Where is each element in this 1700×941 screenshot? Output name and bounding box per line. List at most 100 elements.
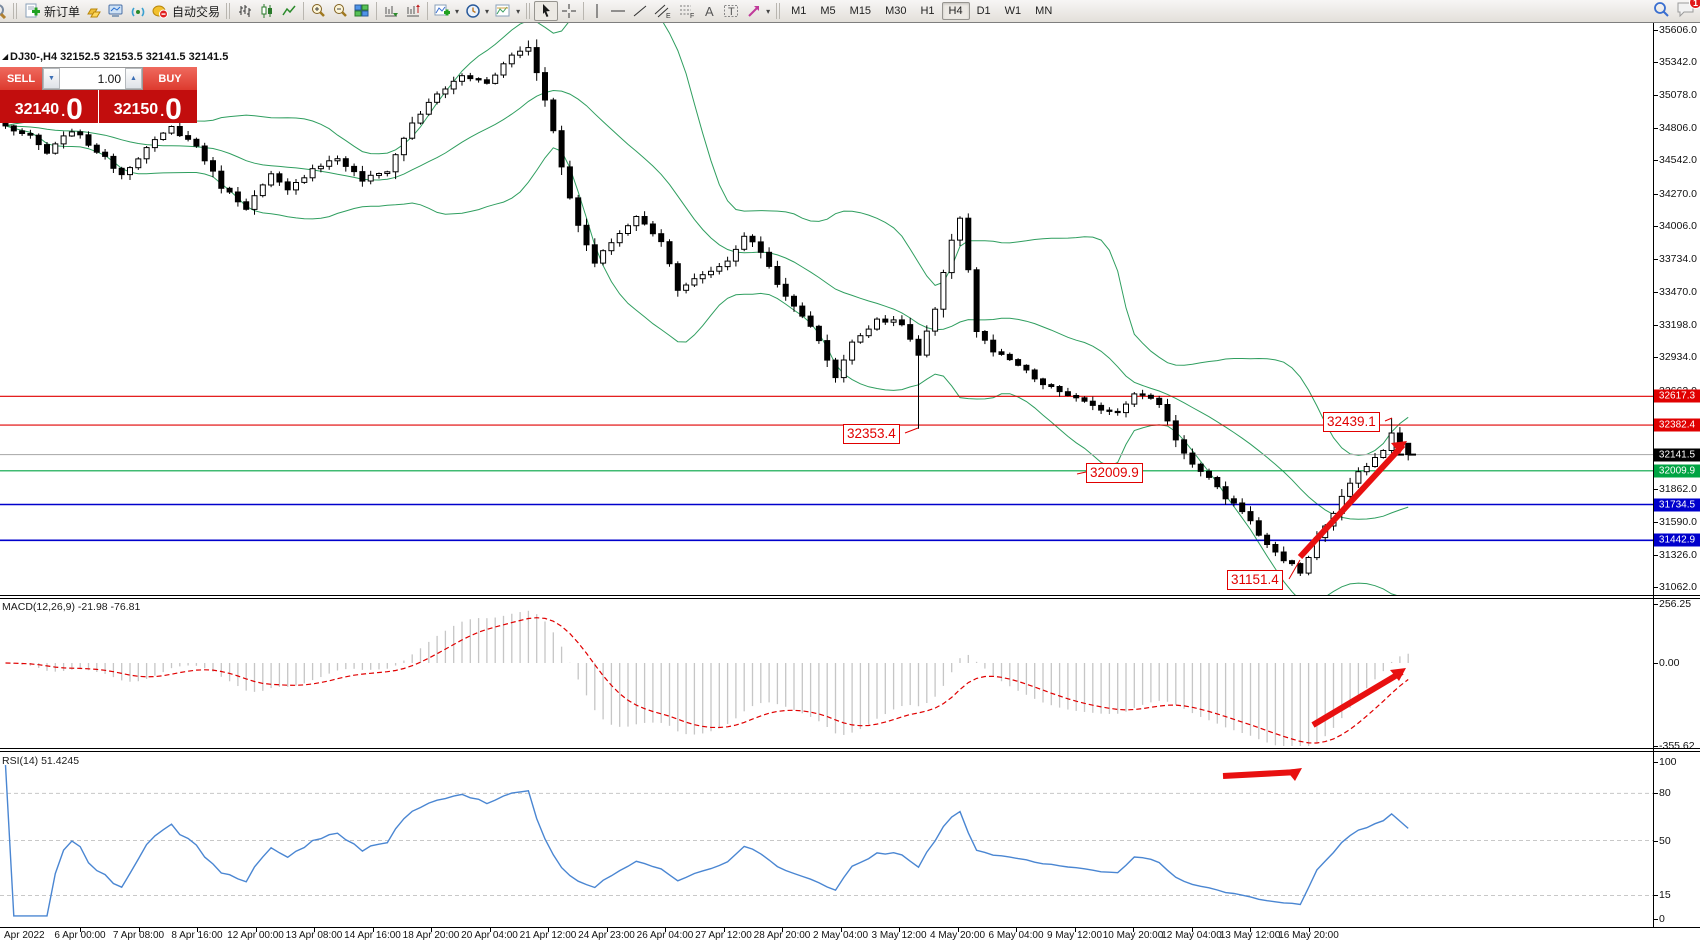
cursor-tool-button[interactable] xyxy=(534,1,559,21)
sell-price[interactable]: 32140 . 0 xyxy=(0,90,99,124)
cursor-icon xyxy=(543,4,551,17)
time-axis-label: 16 May 20:00 xyxy=(1278,930,1339,941)
crosshair-tool-button[interactable] xyxy=(558,1,580,21)
timeframe-mn[interactable]: MN xyxy=(1035,5,1053,17)
candlestick-chart-button[interactable] xyxy=(256,1,278,21)
auto-scroll-icon xyxy=(385,6,399,17)
time-axis-label: 7 Apr 08:00 xyxy=(112,930,165,941)
market-watch-button[interactable] xyxy=(83,1,105,21)
search-button[interactable] xyxy=(1652,0,1670,23)
price-tick xyxy=(1653,522,1658,523)
rsi-tick xyxy=(1653,895,1658,896)
volume-up-button[interactable]: ▲ xyxy=(125,68,142,89)
terminal-button[interactable] xyxy=(105,1,127,21)
volume-down-button[interactable]: ▼ xyxy=(43,68,60,89)
buy-price[interactable]: 32150 . 0 xyxy=(99,90,198,123)
chart-shift-button[interactable] xyxy=(402,1,424,21)
time-axis-tick xyxy=(606,928,608,932)
price-tick-label: 31326.0 xyxy=(1659,549,1697,561)
autotrade-button[interactable]: 自动交易 xyxy=(149,1,223,21)
price-tick-label: 31062.0 xyxy=(1659,581,1697,593)
vertical-line-tool-button[interactable] xyxy=(587,1,607,21)
price-annotation[interactable]: 32439.1 xyxy=(1323,412,1380,432)
buy-button[interactable]: BUY xyxy=(143,67,197,90)
toolbar-grip[interactable] xyxy=(776,3,782,19)
price-annotation[interactable]: 32353.4 xyxy=(843,424,900,444)
vertical-line-icon xyxy=(596,4,598,18)
label-tool-button[interactable]: T xyxy=(720,1,743,21)
rsi-chart xyxy=(0,765,1653,917)
price-tick xyxy=(1653,489,1658,490)
timeframe-h1[interactable]: H1 xyxy=(920,5,935,17)
one-click-collapse-icon[interactable]: ◢ xyxy=(2,52,9,61)
timeframe-m15[interactable]: M15 xyxy=(849,5,872,17)
sell-button[interactable]: SELL xyxy=(0,67,42,90)
indicators-icon xyxy=(434,4,451,16)
candlestick-chart[interactable] xyxy=(0,23,1653,595)
price-annotation[interactable]: 32009.9 xyxy=(1086,463,1143,483)
indicators-button[interactable]: ▾ xyxy=(431,1,462,21)
tile-windows-button[interactable] xyxy=(351,1,373,21)
equidistant-channel-icon: E xyxy=(654,4,671,19)
notification-badge: 1 xyxy=(1689,0,1700,9)
bar-chart-button[interactable] xyxy=(234,1,256,21)
time-axis-label: 27 Apr 12:00 xyxy=(695,930,752,941)
templates-button[interactable]: ▾ xyxy=(492,1,523,21)
buy-price-main: 32150 xyxy=(113,101,159,118)
timeframe-w1[interactable]: W1 xyxy=(1004,5,1022,17)
price-tick xyxy=(1653,30,1658,31)
price-tick xyxy=(1653,292,1658,293)
price-annotation[interactable]: 31151.4 xyxy=(1227,570,1283,590)
time-axis-label: 4 May 20:00 xyxy=(929,930,986,941)
price-tick-label: 31590.0 xyxy=(1659,516,1697,528)
zoom-in-icon xyxy=(312,4,325,17)
signal-button[interactable] xyxy=(127,1,149,21)
panel-divider[interactable] xyxy=(0,748,1700,752)
level-price-badge: 31442.9 xyxy=(1654,533,1700,547)
current-price-badge: 32141.5 xyxy=(1654,448,1700,462)
zoom-out-button[interactable] xyxy=(329,1,351,21)
text-tool-button[interactable]: A xyxy=(699,1,720,21)
volume-value[interactable]: 1.00 xyxy=(97,72,121,86)
price-tick-label: 32934.0 xyxy=(1659,351,1697,363)
toolbar-grip[interactable] xyxy=(13,3,18,19)
rsi-tick-label: 80 xyxy=(1659,787,1671,799)
time-axis-tick xyxy=(255,928,257,932)
zoom-in-button[interactable] xyxy=(307,1,329,21)
timeframe-d1[interactable]: D1 xyxy=(976,5,991,17)
fibonacci-icon: F xyxy=(680,5,694,19)
timeframe-m30[interactable]: M30 xyxy=(885,5,907,17)
time-axis-tick xyxy=(1074,928,1076,932)
periods-button[interactable]: ▾ xyxy=(462,1,492,21)
toolbar-grip[interactable] xyxy=(526,3,532,19)
equidistant-channel-tool-button[interactable]: E xyxy=(651,1,675,21)
trendline-tool-button[interactable] xyxy=(629,1,651,21)
periods-caret-icon: ▾ xyxy=(485,6,490,16)
rsi-panel[interactable]: RSI(14) 51.4245 100 80 50 15 0 xyxy=(0,752,1700,927)
time-axis-tick xyxy=(957,928,959,932)
clipped-left-icon xyxy=(0,1,10,21)
timeframe-h4[interactable]: H4 xyxy=(941,2,970,20)
toolbar-grip[interactable] xyxy=(226,3,232,19)
main-chart-panel[interactable]: ◢ DJ30-,H4 32152.5 32153.5 32141.5 32141… xyxy=(0,23,1700,595)
svg-text:T: T xyxy=(728,6,735,18)
arrows-tool-button[interactable]: ▾ xyxy=(743,1,773,21)
time-axis-tick xyxy=(1133,928,1134,932)
price-tick-label: 33198.0 xyxy=(1659,319,1697,331)
line-chart-button[interactable] xyxy=(278,1,300,21)
time-axis-tick xyxy=(80,928,81,932)
macd-panel[interactable]: MACD(12,26,9) -21.98 -76.81 256.25 0.00 -3… xyxy=(0,598,1700,752)
time-axis-tick xyxy=(197,928,198,932)
auto-scroll-button[interactable] xyxy=(380,1,402,21)
svg-text:A: A xyxy=(705,4,714,19)
notifications-button[interactable]: 1 xyxy=(1676,0,1700,23)
time-axis-tick xyxy=(723,928,725,932)
new-order-button[interactable]: 新订单 xyxy=(21,1,83,21)
timeframe-m1[interactable]: M1 xyxy=(791,5,807,17)
fibonacci-tool-button[interactable]: F xyxy=(675,1,699,21)
time-axis[interactable]: Apr 2022 6 Apr 00:00 7 Apr 08:00 8 Apr 16:0… xyxy=(0,927,1700,941)
horizontal-line-tool-button[interactable] xyxy=(607,1,629,21)
timeframe-m5[interactable]: M5 xyxy=(820,5,836,17)
panel-divider[interactable] xyxy=(0,595,1700,599)
price-tick xyxy=(1653,194,1658,195)
